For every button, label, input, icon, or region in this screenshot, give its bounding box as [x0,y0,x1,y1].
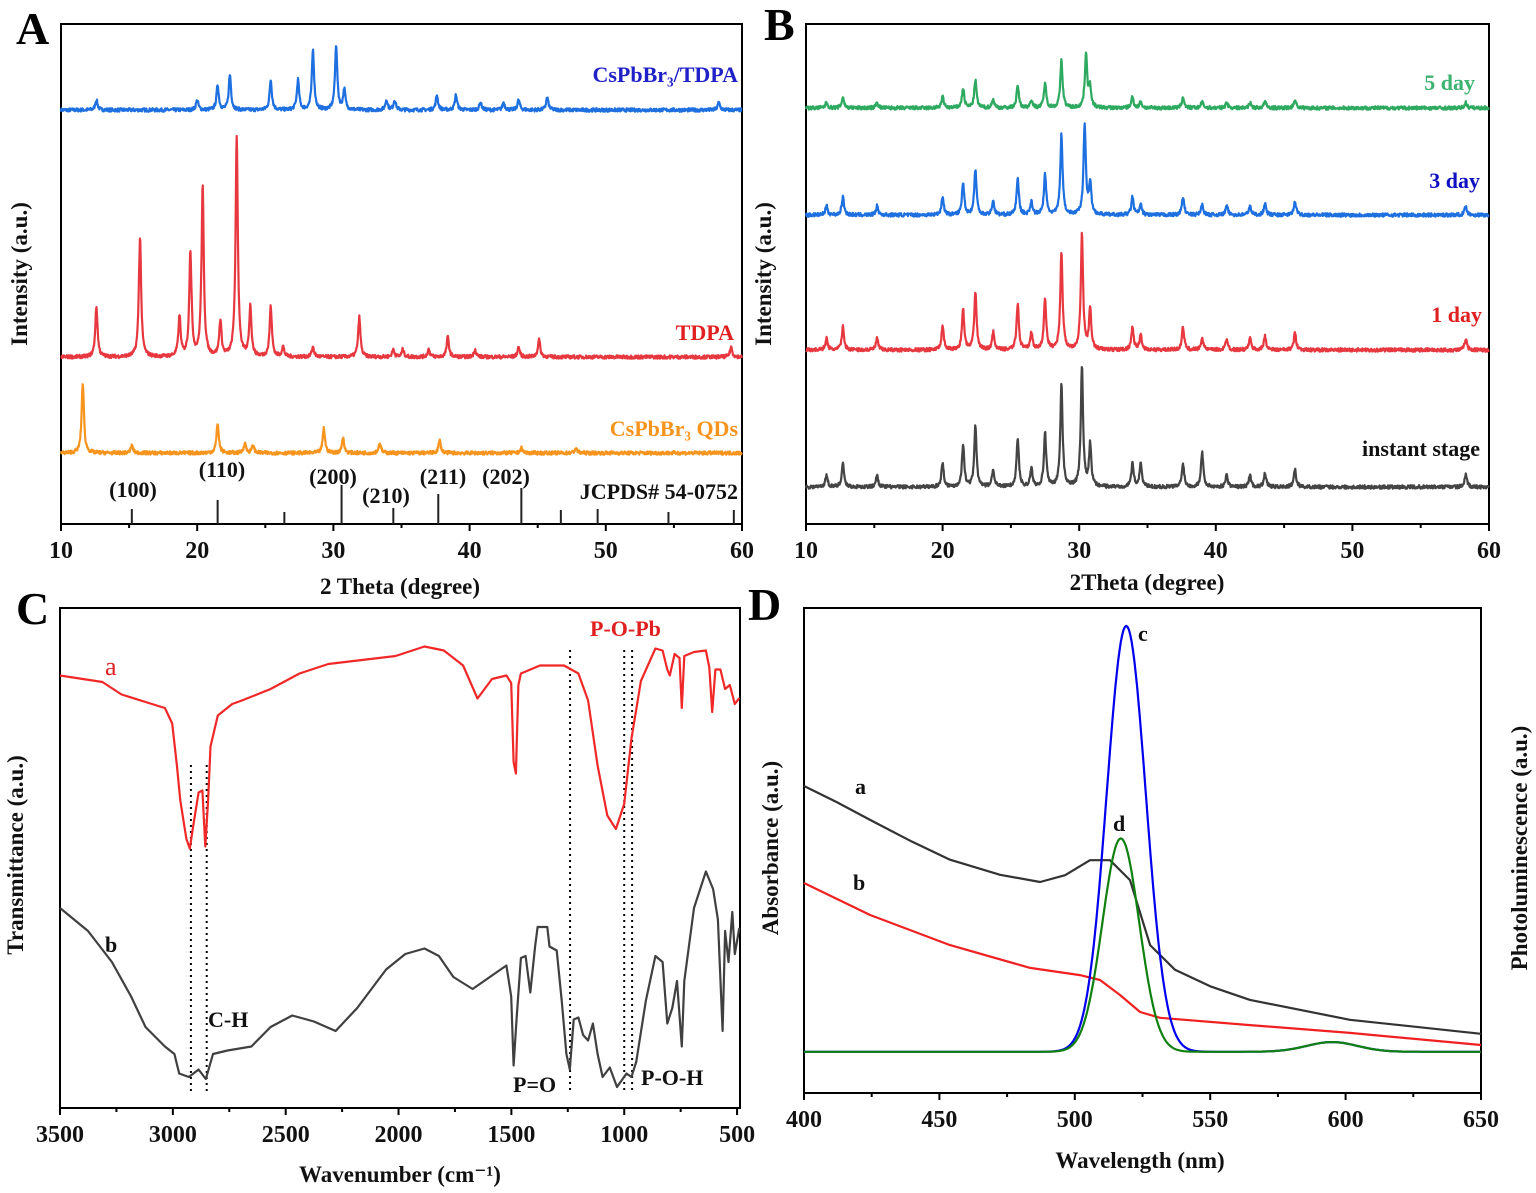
panel-b-x-axis-label: 2Theta (degree) [1070,570,1225,595]
x-tick-label: 50 [594,538,618,564]
panel-a-hkl-label: (100) [109,477,157,502]
panel-d-series-label-a: a [855,774,866,799]
x-tick-label: 60 [730,538,754,564]
series-line-a [803,785,1482,1035]
panel-d-right-y-axis-label: Photoluminescence (a.u.) [1507,726,1532,971]
panel-c-y-axis-label: Transmittance (a.u.) [3,755,28,955]
x-tick-label: 400 [786,1107,822,1133]
panel-letter-d: D [748,579,781,630]
x-tick-label: 20 [931,538,955,564]
panel-b-y-axis-label: Intensity (a.u.) [751,202,776,346]
panel-c-annotation-p-o: P=O [513,1072,556,1097]
panel-c-x-axis-label: Wavenumber (cm⁻¹) [299,1162,501,1187]
x-tick-label: 30 [321,538,345,564]
panel-c-annotation-p-o-pb: P-O-Pb [590,616,661,641]
x-tick-label: 20 [185,538,209,564]
series-line-a [59,645,741,850]
plot-frame [59,607,741,1109]
x-tick-label: 3000 [149,1122,197,1148]
x-tick-label: 550 [1192,1107,1228,1133]
panel-d-y-axis-label: Absorbance (a.u.) [758,761,783,935]
panel-b-series-label-1-day: 1 day [1431,302,1482,327]
panel-d-x-axis-label: Wavelength (nm) [1055,1148,1224,1173]
panel-letter-c: C [16,583,49,634]
x-tick-label: 10 [794,538,818,564]
x-tick-label: 1500 [487,1122,535,1148]
x-tick-label: 50 [1340,538,1364,564]
x-tick-label: 40 [458,538,482,564]
x-tick-label: 30 [1067,538,1091,564]
x-tick-label: 500 [1057,1107,1093,1133]
series-line-1-day [805,231,1490,353]
x-tick-label: 10 [49,538,73,564]
panel-a-series-label-tdpa: TDPA [676,320,734,345]
panel-b-series-label-5-day: 5 day [1424,70,1475,95]
series-line-b [803,882,1482,1047]
x-tick-label: 600 [1328,1107,1364,1133]
panel-b-series-label-3-day: 3 day [1429,168,1480,193]
series-line-cspbbr-tdpa [59,45,743,113]
panel-c: 3500 3000 2500 2000 1500 1000 500 [36,607,755,1148]
panel-a-series-label-cspbbr3-tdpa: CsPbBr₃/TDPA [592,62,738,87]
panel-a-series-label-qds: CsPbBr₃ QDs [610,416,739,441]
panel-a: 10 20 30 40 50 60 [49,23,754,564]
panel-letter-b: B [764,0,795,50]
x-tick-label: 60 [1477,538,1501,564]
panel-a-x-axis-label: 2 Theta (degree) [320,574,480,599]
x-tick-label: 3500 [36,1122,84,1148]
panel-letter-a: A [16,3,49,54]
panel-d-series-label-d: d [1113,811,1125,836]
panel-a-hkl-label: (211) [420,464,466,489]
panel-a-hkl-label: (110) [199,457,245,482]
panel-a-hkl-label: (210) [362,483,410,508]
panel-d-series-label-b: b [853,870,865,895]
x-tick-label: 500 [719,1122,755,1148]
series-line-instant-stage [804,366,1490,490]
series-line-tdpa [60,134,743,360]
series-line-cspbbr-qds [59,383,743,456]
x-tick-label: 650 [1463,1107,1499,1133]
panel-c-series-label-a: a [105,652,117,681]
panel-c-series-label-b: b [105,932,117,957]
x-tick-label: 2000 [375,1122,423,1148]
panel-b-series-label-instant-stage: instant stage [1362,436,1480,461]
panel-d: 400 450 500 550 600 650 [786,607,1499,1133]
x-tick-label: 2500 [262,1122,310,1148]
series-line-d [804,837,1481,1053]
plots: 10 20 30 40 50 60 10 20 30 40 50 60 3500 3000 2500 2000… [36,23,1501,1148]
panel-c-annotation-c-h: C-H [208,1007,248,1032]
series-line-3-day [804,122,1490,218]
x-tick-label: 40 [1204,538,1228,564]
series-line-b [59,870,741,1089]
panel-a-hkl-label: (200) [309,464,357,489]
panel-a-y-axis-label: Intensity (a.u.) [7,202,32,346]
panel-d-series-label-c: c [1138,621,1148,646]
panel-a-hkl-label: (202) [482,464,530,489]
series-line-5-day [804,51,1490,111]
x-tick-label: 450 [921,1107,957,1133]
panel-a-reference-label: JCPDS# 54-0752 [580,479,738,504]
x-tick-label: 1000 [600,1122,648,1148]
panel-c-annotation-p-o-h: P-O-H [641,1065,703,1090]
panel-b: 10 20 30 40 50 60 [794,23,1501,564]
